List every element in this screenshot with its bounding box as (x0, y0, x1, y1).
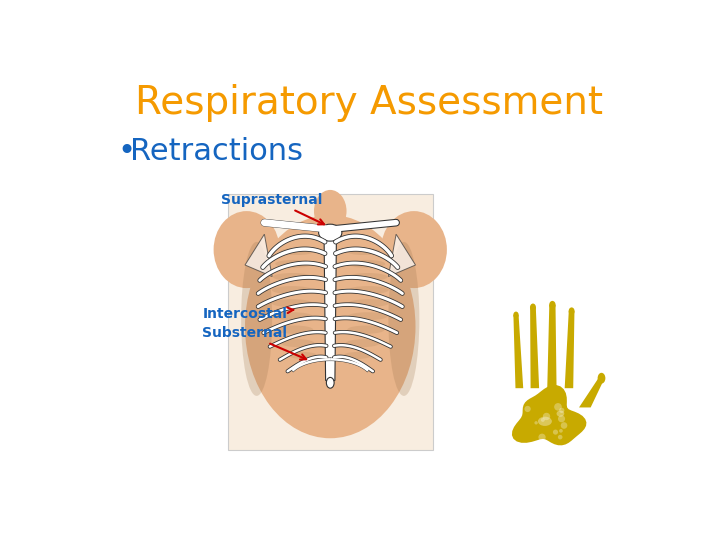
Ellipse shape (314, 190, 346, 232)
Ellipse shape (273, 273, 312, 281)
Ellipse shape (348, 273, 387, 281)
Ellipse shape (241, 242, 272, 396)
Bar (228, 194, 433, 450)
Ellipse shape (319, 224, 342, 241)
Ellipse shape (530, 303, 536, 311)
Ellipse shape (271, 286, 312, 294)
Ellipse shape (348, 286, 389, 294)
Polygon shape (324, 234, 336, 381)
Ellipse shape (347, 326, 384, 334)
Ellipse shape (281, 339, 315, 347)
Text: •: • (117, 137, 135, 166)
Circle shape (558, 415, 565, 422)
Ellipse shape (557, 410, 564, 417)
Polygon shape (530, 307, 539, 388)
Polygon shape (564, 311, 575, 388)
Polygon shape (245, 234, 272, 276)
Ellipse shape (569, 307, 575, 315)
Ellipse shape (273, 312, 312, 320)
Circle shape (541, 418, 545, 422)
Ellipse shape (348, 312, 387, 320)
Ellipse shape (245, 215, 415, 438)
Polygon shape (547, 305, 557, 388)
Ellipse shape (343, 352, 372, 359)
Ellipse shape (513, 312, 518, 319)
Ellipse shape (280, 248, 314, 255)
Circle shape (559, 408, 564, 413)
Ellipse shape (348, 260, 385, 268)
Ellipse shape (598, 373, 606, 383)
Ellipse shape (271, 299, 312, 307)
Ellipse shape (276, 326, 313, 334)
Ellipse shape (538, 417, 552, 426)
Ellipse shape (388, 242, 419, 396)
Polygon shape (512, 385, 586, 446)
Circle shape (559, 429, 563, 433)
Polygon shape (579, 378, 605, 408)
Text: Intercostal: Intercostal (202, 307, 294, 321)
Ellipse shape (346, 339, 379, 347)
Circle shape (558, 435, 562, 440)
Ellipse shape (289, 352, 317, 359)
Text: Suprasternal: Suprasternal (222, 193, 324, 225)
Ellipse shape (326, 377, 334, 388)
Circle shape (553, 429, 558, 435)
Text: Substernal: Substernal (202, 326, 306, 360)
Text: Retractions: Retractions (130, 137, 303, 166)
Ellipse shape (347, 248, 380, 255)
Ellipse shape (549, 301, 556, 309)
Circle shape (561, 422, 567, 429)
Text: Respiratory Assessment: Respiratory Assessment (135, 84, 603, 122)
Ellipse shape (214, 211, 279, 288)
Ellipse shape (275, 260, 312, 268)
Circle shape (534, 421, 538, 424)
Circle shape (524, 406, 531, 412)
Polygon shape (513, 315, 523, 388)
Ellipse shape (348, 299, 389, 307)
Circle shape (539, 434, 546, 441)
Circle shape (543, 413, 550, 420)
Polygon shape (388, 234, 415, 276)
Circle shape (554, 403, 562, 410)
Ellipse shape (381, 211, 447, 288)
